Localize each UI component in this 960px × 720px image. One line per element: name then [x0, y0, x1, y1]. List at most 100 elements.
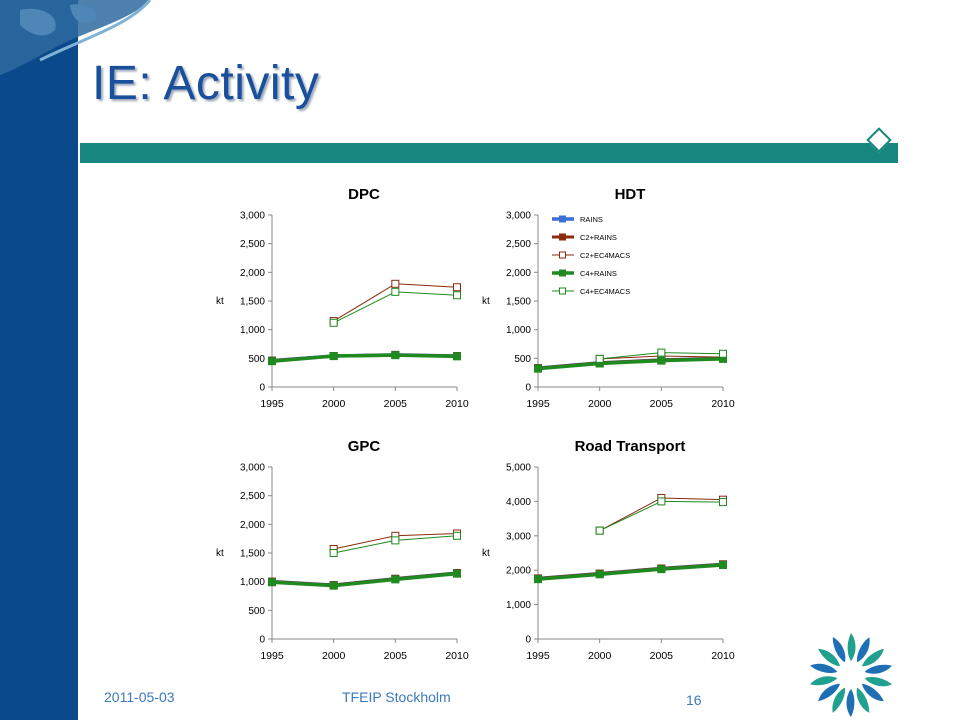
x-tick-label: 2000: [588, 398, 612, 410]
data-point: [329, 581, 338, 590]
logo-petal: [846, 689, 855, 717]
y-tick-label: 3,000: [240, 211, 265, 222]
logo-petal: [847, 633, 856, 661]
data-point: [657, 565, 666, 574]
y-tick-label: 2,500: [240, 239, 265, 250]
y-tick-label: 2,000: [506, 566, 531, 577]
data-point: [595, 526, 604, 535]
data-point: [534, 575, 542, 584]
data-point: [719, 498, 727, 507]
y-tick-label: 0: [259, 635, 265, 646]
data-point: [391, 287, 400, 296]
y-tick-label: 3,000: [240, 463, 265, 474]
chart-title: GPC: [348, 438, 381, 455]
y-tick-label: 2,000: [240, 268, 265, 279]
chart-gpc-svg: GPC kt 0 500 1,000 1,500 2,000 2,500 3,000 1995 20…: [216, 438, 469, 662]
chart-dpc: DPC kt 0 500 1,000 1,500 2,000 2,500 3,000 1995 20…: [212, 180, 472, 425]
legend-swatch-marker: [559, 287, 566, 295]
y-tick-label: 2,000: [506, 268, 531, 279]
chart-title: HDT: [615, 186, 646, 203]
logo-petal: [861, 648, 884, 667]
data-point: [453, 291, 461, 300]
data-point: [657, 497, 666, 506]
series-line: [271, 353, 458, 363]
logo-petal: [864, 676, 892, 687]
chart-title: DPC: [348, 186, 380, 203]
y-tick-label: 1,000: [240, 325, 265, 336]
slide-title: IE: Activity: [92, 57, 320, 110]
data-point: [268, 578, 276, 587]
data-point: [534, 364, 542, 373]
legend-label: C4+EC4MACS: [580, 287, 630, 296]
y-tick-label: 4,000: [506, 497, 531, 508]
y-axis-label: kt: [482, 548, 490, 559]
y-tick-label: 0: [525, 635, 531, 646]
x-tick-label: 2010: [711, 650, 735, 662]
x-tick-label: 2010: [445, 398, 469, 410]
logo-petal: [864, 664, 892, 674]
data-point: [719, 561, 727, 570]
y-tick-label: 1,000: [506, 600, 531, 611]
logo-petal: [832, 687, 845, 713]
legend-swatch-marker: [559, 215, 566, 223]
data-point: [329, 549, 338, 557]
logo-petal: [832, 637, 846, 663]
legend-swatch-marker: [559, 251, 566, 259]
logo-petal: [856, 687, 870, 713]
page-number: 16: [686, 692, 702, 708]
logo-petal: [861, 683, 884, 702]
logo-petal: [818, 683, 841, 702]
logo-petal: [857, 637, 870, 663]
y-tick-label: 3,000: [506, 531, 531, 542]
y-axis-label: kt: [482, 296, 490, 307]
data-point: [657, 356, 666, 365]
y-tick-label: 1,000: [506, 325, 531, 336]
logo-petal: [810, 676, 838, 686]
series-line: [537, 563, 724, 581]
data-point: [453, 352, 461, 361]
data-point: [391, 575, 400, 584]
y-tick-label: 3,000: [506, 211, 531, 222]
x-tick-label: 2010: [711, 398, 735, 410]
footer-date: 2011-05-03: [104, 689, 175, 705]
x-tick-label: 2010: [445, 650, 469, 662]
x-tick-label: 2005: [650, 398, 674, 410]
chart-gpc: GPC kt 0 500 1,000 1,500 2,000 2,500 3,000 1995 20…: [212, 432, 472, 677]
legend-label: C4+RAINS: [580, 269, 617, 278]
data-point: [595, 354, 604, 363]
chart-dpc-svg: DPC kt 0 500 1,000 1,500 2,000 2,500 3,000 1995 20…: [216, 186, 469, 410]
data-point: [453, 569, 461, 578]
y-tick-label: 1,000: [240, 577, 265, 588]
y-tick-label: 0: [259, 383, 265, 394]
x-tick-label: 1995: [260, 398, 284, 410]
y-tick-label: 500: [248, 354, 265, 365]
y-axis-label: kt: [216, 548, 224, 559]
title-underline-bar: [80, 143, 898, 163]
y-tick-label: 2,500: [240, 491, 265, 502]
x-tick-label: 1995: [526, 398, 550, 410]
series-line: [599, 500, 724, 532]
x-tick-label: 2005: [650, 650, 674, 662]
y-tick-label: 0: [525, 383, 531, 394]
y-axis-label: kt: [216, 296, 224, 307]
logo-petal: [810, 663, 838, 674]
chart-road-transport: Road Transport kt 0 1,000 2,000 3,000 4,000 5,0…: [478, 432, 738, 677]
chart-hdt: HDT kt 0 500 1,000 1,500 2,000 2,500 3,000 1995 20…: [478, 180, 738, 425]
corner-map-art: [0, 0, 152, 75]
x-tick-label: 2005: [384, 650, 408, 662]
chart-road-transport-svg: Road Transport kt 0 1,000 2,000 3,000 4,000 5,0…: [482, 438, 735, 662]
data-point: [391, 351, 400, 360]
y-tick-label: 1,500: [240, 297, 265, 308]
data-point: [329, 352, 338, 361]
logo-petal: [818, 648, 841, 667]
x-tick-label: 1995: [260, 650, 284, 662]
chart-title: Road Transport: [575, 438, 686, 455]
data-point: [595, 359, 604, 368]
data-point: [657, 348, 666, 357]
data-point: [595, 570, 604, 579]
data-point: [719, 349, 727, 358]
data-point: [719, 354, 727, 363]
x-tick-label: 2000: [322, 650, 346, 662]
x-tick-label: 2005: [384, 398, 408, 410]
chart-hdt-svg: HDT kt 0 500 1,000 1,500 2,000 2,500 3,000 1995 20…: [482, 186, 735, 410]
